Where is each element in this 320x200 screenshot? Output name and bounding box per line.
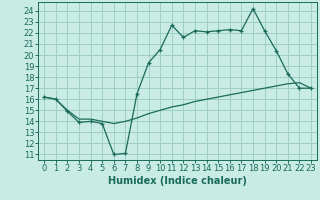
- X-axis label: Humidex (Indice chaleur): Humidex (Indice chaleur): [108, 176, 247, 186]
